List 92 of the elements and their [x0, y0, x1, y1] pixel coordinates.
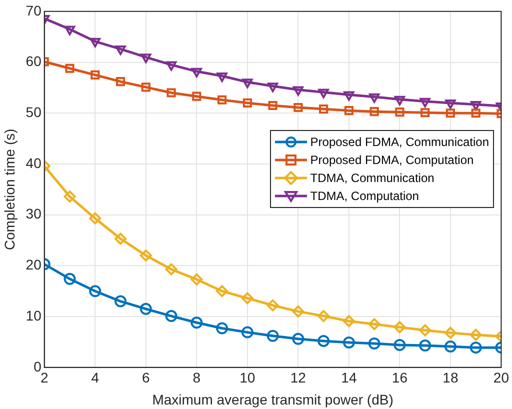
- point: [267, 82, 278, 92]
- point: [370, 107, 379, 116]
- point: [471, 108, 480, 118]
- point: [470, 328, 482, 341]
- point: [395, 108, 404, 117]
- point: [241, 292, 254, 304]
- legend-label: Proposed FDMA, Computation: [310, 153, 474, 167]
- point: [166, 88, 176, 98]
- point: [446, 108, 455, 118]
- point: [64, 26, 76, 36]
- point: [419, 340, 432, 352]
- point: [90, 70, 100, 80]
- point: [368, 93, 380, 103]
- point: [394, 339, 406, 352]
- point: [114, 232, 127, 245]
- x-tick-label: 18: [442, 370, 458, 386]
- point: [292, 332, 304, 345]
- x-tick-label: 20: [493, 370, 510, 386]
- y-tick-label: 50: [26, 104, 42, 120]
- y-tick-label: 60: [26, 53, 42, 70]
- point: [292, 305, 304, 318]
- y-tick-label: 30: [26, 206, 42, 222]
- point: [140, 54, 152, 64]
- x-tick-label: 6: [142, 370, 150, 386]
- point: [65, 64, 74, 73]
- point: [470, 342, 482, 354]
- point: [216, 72, 228, 82]
- point: [444, 326, 456, 339]
- point: [192, 92, 202, 101]
- point: [191, 68, 202, 78]
- point: [218, 95, 227, 104]
- x-tick-label: 14: [341, 370, 357, 386]
- point: [90, 38, 100, 48]
- point: [294, 102, 303, 112]
- point: [115, 46, 126, 56]
- y-tick-label: 70: [26, 2, 42, 18]
- point: [64, 272, 76, 285]
- point: [140, 250, 152, 262]
- point: [470, 100, 482, 110]
- point: [190, 316, 203, 329]
- point: [420, 108, 430, 118]
- point: [242, 98, 252, 108]
- point: [241, 326, 254, 338]
- point: [216, 322, 228, 334]
- point: [116, 77, 126, 86]
- point: [165, 263, 178, 276]
- y-tick-label: 20: [26, 256, 42, 273]
- legend-label: Proposed FDMA, Communication: [310, 135, 489, 149]
- point: [419, 324, 432, 336]
- point: [344, 91, 354, 101]
- point: [266, 299, 279, 312]
- point: [394, 96, 406, 106]
- y-tick-label: 10: [26, 307, 42, 324]
- point: [319, 104, 328, 114]
- x-tick-label: 2: [40, 370, 48, 386]
- x-tick-label: 16: [392, 370, 408, 386]
- point: [342, 315, 355, 328]
- legend-label: TDMA, Communication: [310, 171, 434, 185]
- x-tick-label: 4: [91, 370, 100, 386]
- x-tick-label: 10: [240, 370, 256, 386]
- point: [318, 310, 330, 322]
- point: [141, 82, 150, 92]
- y-tick-label: 0: [34, 358, 42, 374]
- point: [368, 318, 380, 330]
- point: [268, 100, 278, 110]
- point: [89, 212, 102, 224]
- point: [89, 285, 102, 298]
- x-axis-title: Maximum average transmit power (dB): [152, 391, 394, 408]
- point: [368, 337, 380, 350]
- x-tick-label: 12: [290, 370, 306, 386]
- point: [190, 273, 203, 286]
- x-tick-label: 8: [192, 370, 201, 386]
- point: [445, 99, 456, 109]
- point: [292, 86, 304, 96]
- point: [166, 61, 177, 71]
- y-axis-title: Completion time (s): [1, 128, 18, 250]
- point: [318, 88, 329, 98]
- point: [342, 336, 355, 348]
- point: [318, 334, 330, 347]
- point: [114, 295, 127, 308]
- point: [344, 106, 354, 116]
- point: [165, 310, 178, 322]
- y-tick-label: 40: [26, 154, 42, 171]
- point: [266, 330, 279, 342]
- point: [444, 340, 456, 353]
- point: [394, 321, 406, 334]
- point: [140, 302, 152, 315]
- point: [64, 190, 76, 203]
- point: [420, 98, 430, 108]
- legend-label: TDMA, Computation: [310, 189, 419, 203]
- point: [242, 78, 253, 88]
- point: [216, 285, 228, 298]
